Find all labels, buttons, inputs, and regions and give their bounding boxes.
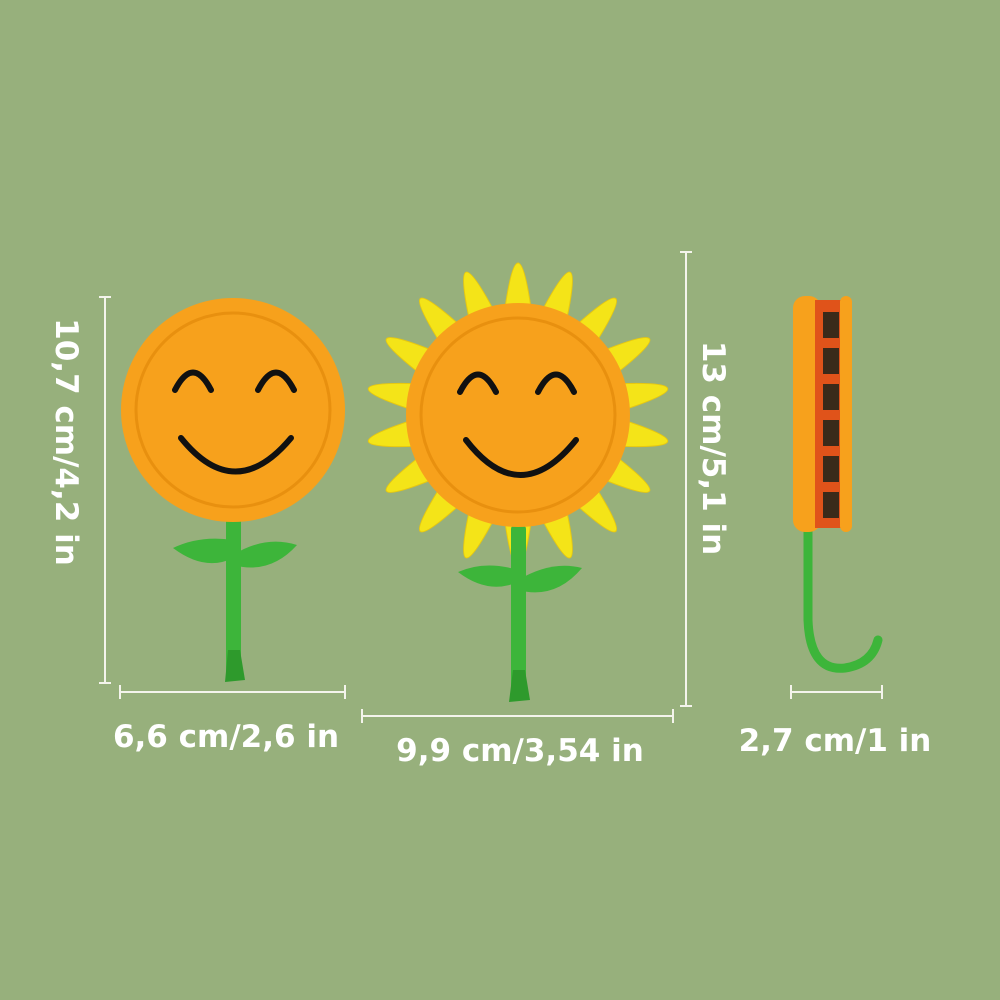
petal <box>620 420 669 448</box>
smile <box>178 435 294 475</box>
side-view-hook <box>793 296 883 673</box>
hook-tip <box>509 670 530 702</box>
left-height-label: 10,7 cm/4,2 in <box>48 318 84 566</box>
leaf-left <box>173 538 233 564</box>
eye-left <box>172 369 214 393</box>
leaf-right <box>233 541 297 568</box>
petal <box>463 510 495 559</box>
eye-left <box>457 371 499 395</box>
stem <box>511 525 526 695</box>
face <box>121 298 345 522</box>
side-slot <box>823 312 839 338</box>
smiley-flower-hook <box>121 298 345 682</box>
leaf-left <box>458 565 518 587</box>
petal <box>541 271 573 320</box>
side-slot <box>823 456 839 482</box>
face <box>406 303 630 527</box>
right-depth-line <box>790 685 883 699</box>
side-slot <box>823 492 839 518</box>
petal <box>541 510 573 559</box>
sunflower-hook <box>367 262 669 702</box>
face-edge <box>793 296 821 532</box>
back-plate <box>840 296 852 532</box>
left-width-label: 6,6 cm/2,6 in <box>113 719 339 755</box>
middle-height-label: 13 cm/5,1 in <box>695 341 731 555</box>
eye-right <box>255 369 297 393</box>
middle-width-label: 9,9 cm/3,54 in <box>396 733 644 769</box>
middle-width-line <box>361 709 674 723</box>
leaf-right <box>518 565 582 593</box>
hook-curve <box>803 525 883 673</box>
side-slot <box>823 384 839 410</box>
side-slot <box>823 420 839 446</box>
eye-right <box>535 371 577 395</box>
petals <box>367 262 669 568</box>
left-height-line <box>99 296 111 684</box>
left-width-line <box>119 685 346 699</box>
petal <box>620 382 669 410</box>
dimension-lines <box>99 251 883 723</box>
middle-height-line <box>680 251 692 707</box>
hook-tip <box>225 650 245 682</box>
side-slot <box>823 348 839 374</box>
petal <box>504 262 532 309</box>
smile <box>463 437 579 478</box>
petal <box>367 420 416 448</box>
right-depth-label: 2,7 cm/1 in <box>739 723 932 759</box>
stem <box>226 515 241 675</box>
petal <box>463 271 495 320</box>
petal <box>367 382 416 410</box>
